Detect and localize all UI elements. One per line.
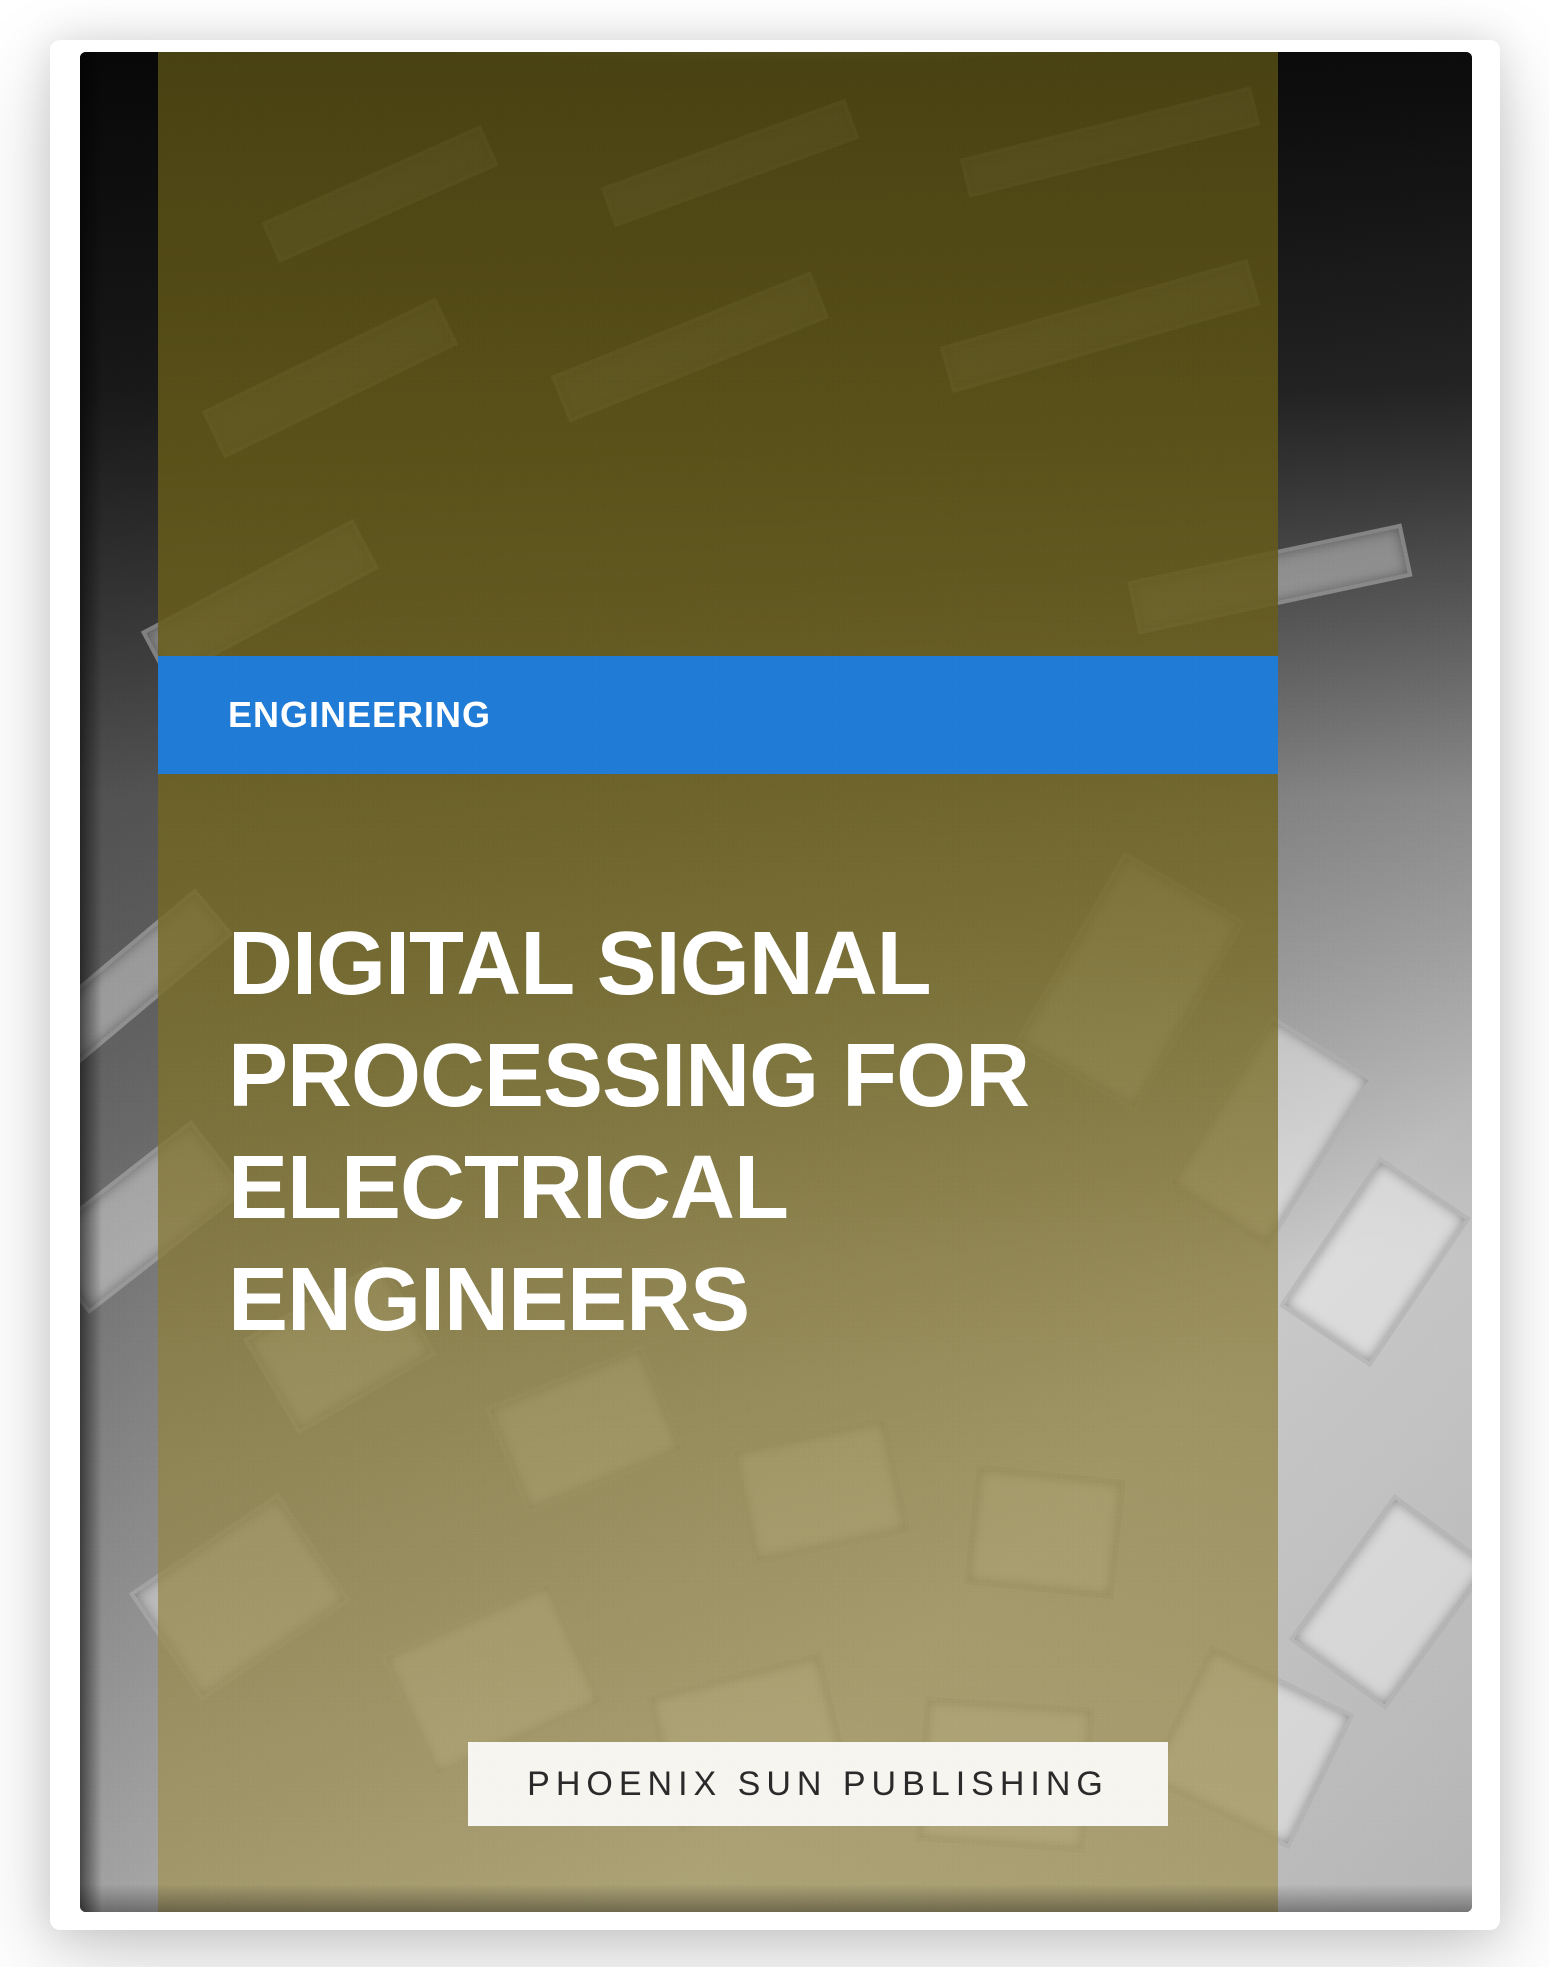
- bottom-edge-shadow: [80, 1884, 1472, 1912]
- spine-shadow: [80, 52, 102, 1912]
- canvas: ENGINEERING DIGITAL SIGNAL PROCESSING FO…: [0, 0, 1549, 1967]
- book-title: DIGITAL SIGNAL PROCESSING FOR ELECTRICAL…: [228, 908, 1258, 1356]
- book-cover: ENGINEERING DIGITAL SIGNAL PROCESSING FO…: [80, 52, 1472, 1912]
- window-shape: [1279, 1157, 1471, 1368]
- category-label: ENGINEERING: [228, 694, 491, 736]
- publisher-label: PHOENIX SUN PUBLISHING: [527, 1765, 1109, 1804]
- publisher-plaque: PHOENIX SUN PUBLISHING: [468, 1742, 1168, 1826]
- window-shape: [1289, 1494, 1472, 1710]
- category-bar: ENGINEERING: [158, 656, 1278, 774]
